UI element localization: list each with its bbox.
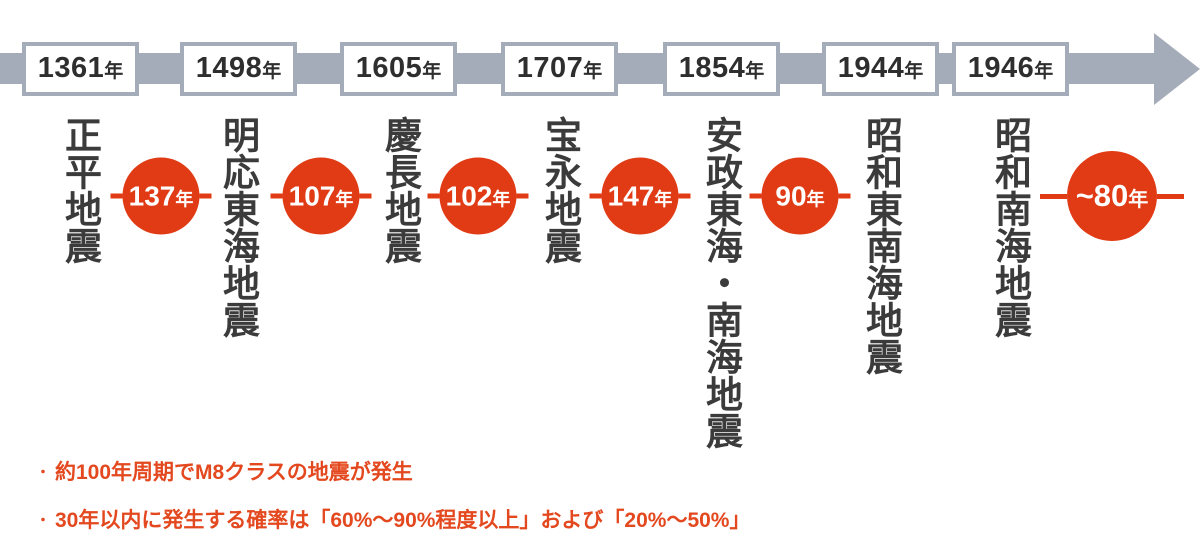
year-suffix: 年 xyxy=(583,61,603,82)
interval-value: 90 xyxy=(775,180,807,212)
interval-suffix: 年 xyxy=(335,189,354,210)
year-value: 1605 xyxy=(355,52,423,84)
bullet-icon: ・ xyxy=(36,464,50,480)
year-suffix: 年 xyxy=(904,61,924,82)
year-box-1361: 1361年 xyxy=(22,42,139,96)
interval-group-future-80: ~80 年 xyxy=(1040,151,1184,241)
interval-line-left xyxy=(270,193,283,199)
interval-line-right xyxy=(199,193,212,199)
interval-suffix: 年 xyxy=(175,189,194,210)
interval-circle: 90 年 xyxy=(761,157,839,235)
year-value: 1854 xyxy=(678,52,746,84)
year-value: 1946 xyxy=(967,52,1035,84)
interval-value: 147 xyxy=(607,180,655,212)
timeline-arrow-head-icon xyxy=(1154,33,1200,105)
year-suffix: 年 xyxy=(422,61,442,82)
interval-suffix: 年 xyxy=(492,189,511,210)
year-suffix: 年 xyxy=(1034,61,1054,82)
note-text: 30年以内に発生する確率は「60%〜90%程度以上」および「20%〜50%」 xyxy=(55,509,751,532)
year-box-1707: 1707年 xyxy=(501,42,618,96)
event-name-meio-tokai: 明応東海地震 xyxy=(217,116,259,338)
year-value: 1944 xyxy=(837,52,905,84)
interval-line-right xyxy=(359,193,372,199)
year-value: 1498 xyxy=(195,52,263,84)
bullet-icon: ・ xyxy=(36,512,50,528)
interval-group-102: 102 年 xyxy=(427,157,529,235)
year-suffix: 年 xyxy=(745,61,765,82)
interval-line-right xyxy=(1157,193,1184,199)
interval-value: 137 xyxy=(128,180,176,212)
interval-line-left xyxy=(589,193,602,199)
interval-line-left xyxy=(1040,193,1067,199)
year-box-1498: 1498年 xyxy=(180,42,297,96)
year-box-1946: 1946年 xyxy=(952,42,1069,96)
interval-suffix: 年 xyxy=(806,189,825,210)
interval-value: 107 xyxy=(288,180,336,212)
year-box-1944: 1944年 xyxy=(822,42,939,96)
interval-circle: ~80 年 xyxy=(1067,151,1157,241)
interval-group-147: 147 年 xyxy=(589,157,691,235)
year-box-1605: 1605年 xyxy=(340,42,457,96)
year-value: 1707 xyxy=(516,52,584,84)
event-name-keicho: 慶長地震 xyxy=(379,116,421,264)
event-name-showa-nankai: 昭和南海地震 xyxy=(989,116,1031,338)
year-value: 1361 xyxy=(37,52,105,84)
interval-circle: 102 年 xyxy=(439,157,517,235)
event-name-shohei: 正平地震 xyxy=(59,116,101,264)
interval-circle: 107 年 xyxy=(282,157,360,235)
interval-circle: 147 年 xyxy=(601,157,679,235)
interval-value: 102 xyxy=(445,180,493,212)
interval-circle: 137 年 xyxy=(122,157,200,235)
interval-line-left xyxy=(427,193,440,199)
note-probability: ・ 30年以内に発生する確率は「60%〜90%程度以上」および「20%〜50%」 xyxy=(36,504,750,534)
interval-group-90: 90 年 xyxy=(749,157,851,235)
interval-suffix: 年 xyxy=(1128,189,1149,211)
interval-group-107: 107 年 xyxy=(270,157,372,235)
interval-suffix: 年 xyxy=(654,189,673,210)
interval-line-right xyxy=(838,193,851,199)
note-cycle: ・約100年周期でM8クラスの地震が発生 xyxy=(36,456,413,486)
event-name-ansei: 安政東海・南海地震 xyxy=(700,116,742,449)
interval-value: ~80 xyxy=(1075,178,1129,213)
event-name-showa-tonankai: 昭和東南海地震 xyxy=(860,116,902,375)
year-box-1854: 1854年 xyxy=(663,42,780,96)
interval-group-137: 137 年 xyxy=(110,157,212,235)
interval-line-right xyxy=(678,193,691,199)
event-name-hoei: 宝永地震 xyxy=(539,116,581,264)
note-text: 約100年周期でM8クラスの地震が発生 xyxy=(55,461,413,484)
year-suffix: 年 xyxy=(262,61,282,82)
year-suffix: 年 xyxy=(104,61,124,82)
interval-line-left xyxy=(110,193,123,199)
interval-line-left xyxy=(749,193,762,199)
interval-line-right xyxy=(516,193,529,199)
